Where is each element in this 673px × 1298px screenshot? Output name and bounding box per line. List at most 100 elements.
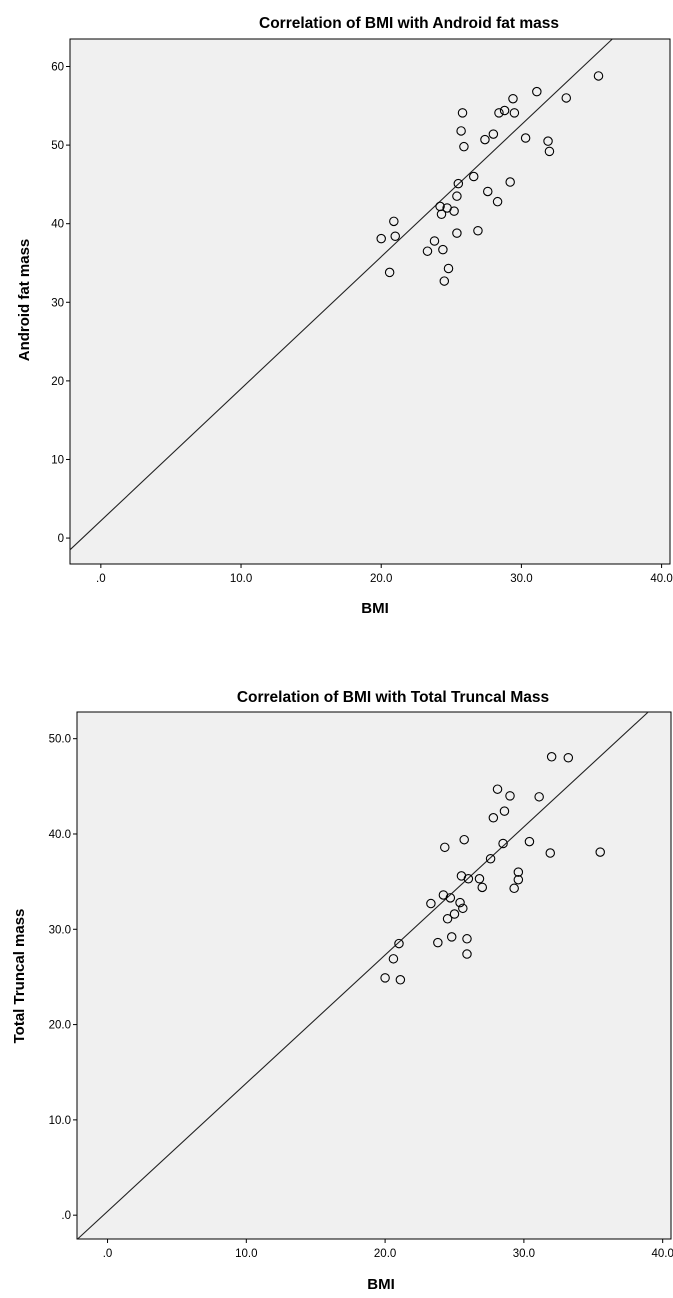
chart-1-y-tick-label: 20 [51, 376, 64, 388]
chart-2-y-tick-label: 40.0 [49, 829, 71, 841]
chart-1-title: Correlation of BMI with Android fat mass [259, 15, 559, 32]
chart-2-data-point [563, 752, 574, 763]
chart-2-data-point [462, 949, 472, 959]
chart-1-x-axis-label: BMI [361, 600, 389, 617]
chart-2-y-axis-label: Total Truncal mass [11, 909, 28, 1044]
chart-2-data-point [595, 847, 605, 857]
chart-2-y-ticks: .0 10.0 20.0 30.0 40.0 50.0 [49, 734, 77, 1222]
chart-2-data-point [440, 842, 450, 853]
chart-2-data-point [499, 806, 510, 816]
chart-1-data-point [544, 146, 555, 157]
chart-1-data-point [593, 71, 604, 81]
chart-2-x-tick-label: .0 [103, 1248, 113, 1260]
chart-1-y-tick-label: 50 [51, 140, 64, 152]
chart-2-x-tick-label: 40.0 [651, 1248, 673, 1260]
chart-1-data-point [509, 108, 520, 118]
chart-2-x-tick-label: 20.0 [374, 1248, 396, 1260]
chart-2-data-point [477, 882, 488, 893]
chart-1-data-point [390, 231, 400, 242]
chart-2-fit-line [77, 711, 649, 1240]
chart-1-y-tick-label: 0 [58, 533, 64, 545]
chart-1-data-point [439, 276, 450, 286]
chart-1-data-point [492, 196, 503, 207]
chart-2-y-tick-label: 50.0 [49, 734, 71, 746]
chart-2-data-point [534, 792, 544, 802]
chart-1-x-ticks: .0 10.0 20.0 30.0 40.0 [96, 564, 673, 585]
chart-2-data-point [524, 836, 535, 847]
chart-1-data-point [384, 267, 395, 278]
chart-android-fat-mass: Correlation of BMI with Android fat mass… [16, 15, 673, 617]
chart-2-x-axis-label: BMI [367, 1276, 395, 1293]
chart-2-data-point [442, 914, 453, 924]
chart-1-points [376, 71, 604, 286]
chart-2-data-point [449, 909, 460, 919]
chart-1-data-point [436, 209, 447, 220]
chart-1-data-point [480, 134, 490, 145]
chart-1-data-point [508, 93, 518, 104]
chart-2-data-point [446, 932, 457, 942]
chart-2-y-tick-label: 20.0 [49, 1020, 71, 1032]
chart-1-data-point [505, 177, 515, 187]
chart-2-x-ticks: .0 10.0 20.0 30.0 40.0 [103, 1239, 673, 1260]
chart-2-data-point [395, 975, 406, 985]
chart-2-data-point [380, 973, 390, 983]
chart-1-y-axis-label: Android fat mass [16, 239, 33, 362]
chart-2-data-point [462, 934, 472, 944]
chart-2-data-point [546, 752, 557, 762]
chart-2-data-point [463, 874, 474, 884]
chart-1-data-point [443, 263, 454, 274]
chart-2-data-point [509, 883, 519, 894]
chart-1-fit-line-group [69, 38, 613, 551]
chart-2-data-point [445, 893, 456, 903]
chart-1-data-point [543, 136, 553, 146]
chart-2-data-point [513, 874, 524, 885]
chart-1-y-tick-label: 10 [51, 454, 64, 466]
chart-1-data-point [438, 244, 448, 255]
chart-1-data-point [483, 186, 493, 197]
chart-2-data-point [394, 938, 404, 949]
chart-2-data-point [459, 834, 469, 845]
chart-1-data-point [452, 191, 462, 201]
chart-1-data-point [532, 86, 542, 97]
chart-total-truncal-mass: Correlation of BMI with Total Truncal Ma… [11, 689, 673, 1293]
chart-1-data-point [459, 141, 469, 152]
chart-1-data-point [452, 228, 462, 238]
chart-1-y-ticks: 0 10 20 30 40 50 60 [51, 62, 70, 545]
chart-2-data-point [485, 854, 496, 864]
chart-2-data-point [458, 903, 468, 914]
chart-2-data-point [498, 838, 508, 849]
chart-2-title: Correlation of BMI with Total Truncal Ma… [237, 689, 549, 706]
chart-2-data-point [505, 791, 515, 801]
chart-2-data-point [388, 954, 399, 964]
chart-1-data-point [376, 233, 386, 244]
chart-2-data-point [545, 848, 556, 858]
chart-2-plot-area [76, 711, 672, 1240]
chart-2-x-tick-label: 30.0 [513, 1248, 535, 1260]
chart-2-data-point [513, 867, 524, 877]
chart-2-data-point [426, 898, 436, 909]
chart-1-data-point [389, 216, 399, 227]
chart-1-y-tick-label: 40 [51, 219, 64, 231]
chart-1-data-point [449, 206, 459, 216]
chart-1-y-tick-label: 30 [51, 297, 64, 309]
chart-2-fit-line-group [77, 711, 649, 1240]
chart-2-data-point [455, 897, 465, 908]
chart-1-fit-line [69, 38, 613, 551]
chart-2-data-point [474, 874, 485, 884]
chart-2-data-point [492, 784, 503, 794]
chart-1-data-point [453, 178, 464, 189]
chart-1-data-point [429, 236, 440, 246]
chart-1-data-point [456, 126, 466, 136]
chart-1-x-tick-label: 30.0 [510, 573, 532, 585]
chart-2-y-tick-label: 10.0 [49, 1115, 71, 1127]
chart-1-data-point [520, 133, 531, 143]
chart-2-data-point [488, 813, 499, 823]
chart-1-data-point [494, 108, 504, 118]
chart-1-data-point [561, 93, 572, 103]
chart-2-points [380, 752, 605, 985]
chart-1-data-point [468, 171, 479, 182]
chart-1-data-point [488, 129, 499, 139]
chart-2-y-tick-label: 30.0 [49, 924, 71, 936]
chart-1-x-tick-label: 40.0 [650, 573, 672, 585]
